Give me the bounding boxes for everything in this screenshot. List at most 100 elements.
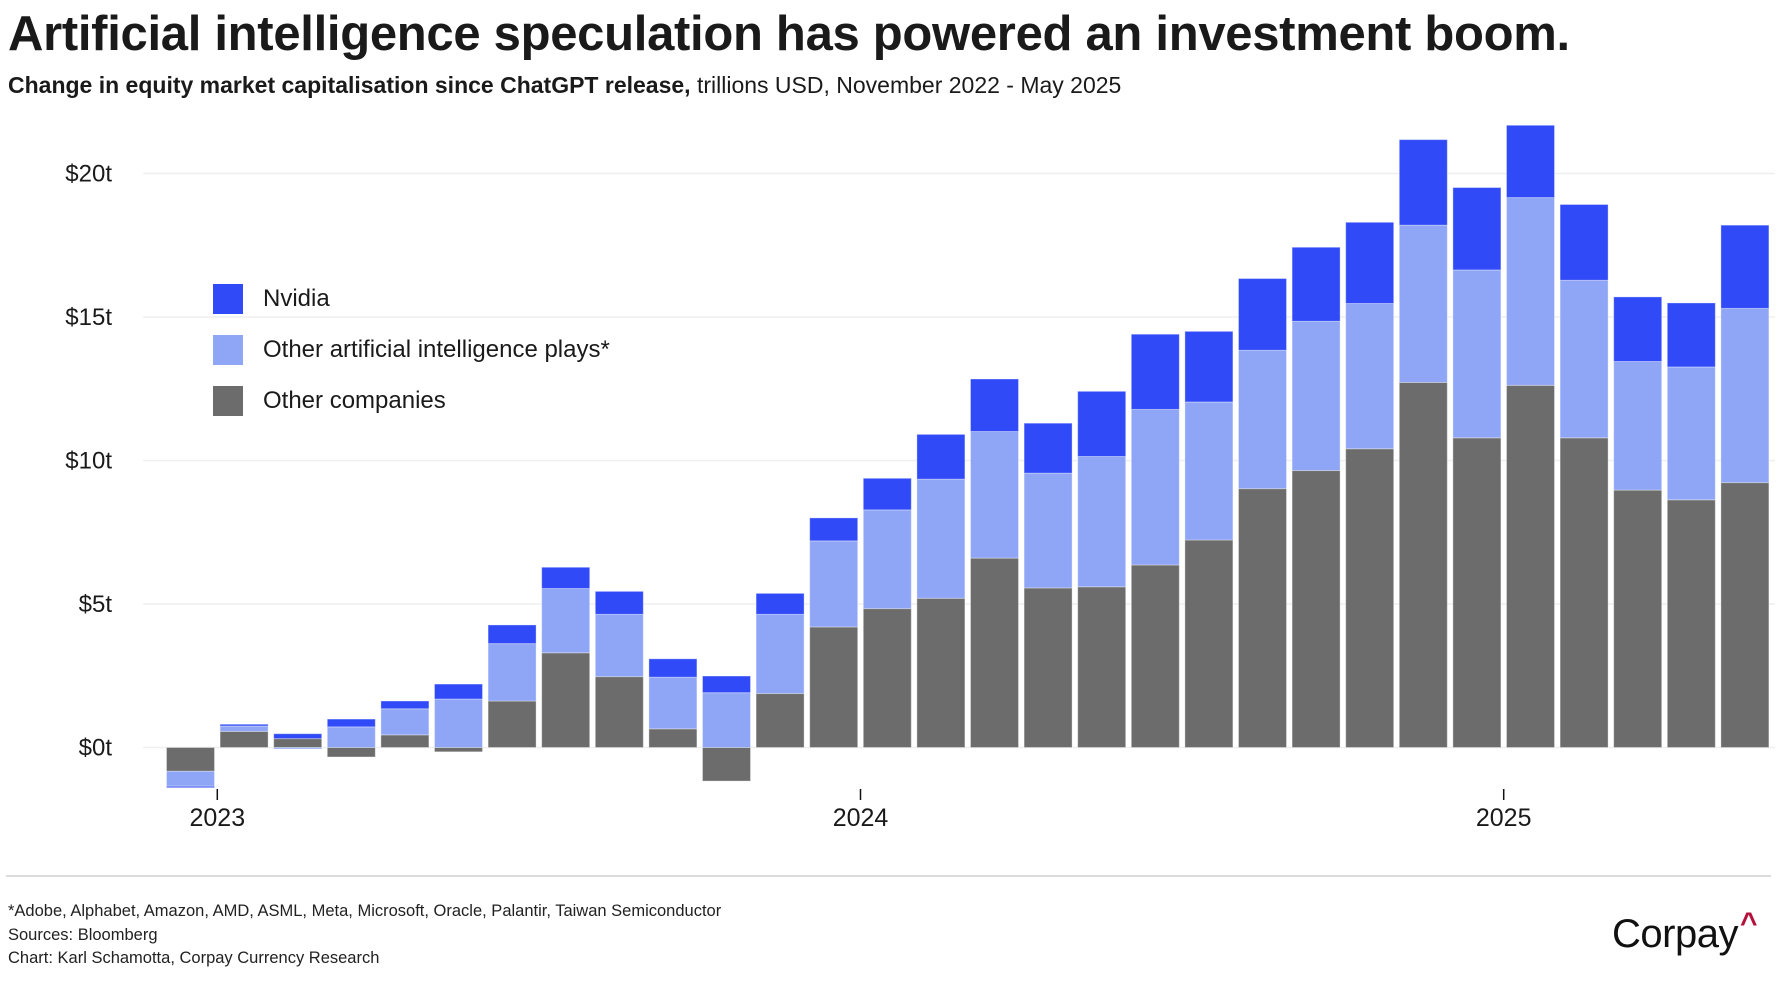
chart-title: Artificial intelligence speculation has … [8, 7, 1570, 61]
bar-segment-other-artificial-intelligence-plays [755, 613, 805, 695]
bar-stack [594, 590, 644, 749]
bar-stack [970, 378, 1019, 749]
legend-item-nvidia: Nvidia [213, 273, 610, 324]
y-axis-tick-labels: $0t $5t $10t $15t $20t [65, 161, 112, 762]
bar-segment-other-companies [1291, 470, 1341, 748]
bar-segment-nvidia [1130, 333, 1180, 410]
y-tick-label: $0t [79, 735, 113, 762]
bar-stack [1398, 139, 1448, 748]
bar-segment-other-artificial-intelligence-plays [1238, 349, 1287, 490]
bars [166, 124, 1770, 789]
stacked-bar-chart: $0t $5t $10t $15t $20t 2023 2024 2025 [65, 124, 1775, 832]
bar-segment-other-companies [809, 626, 859, 749]
legend-swatch-other-ai [213, 334, 243, 365]
legend: Nvidia Other artificial intelligence pla… [213, 273, 610, 426]
bar-segment-other-artificial-intelligence-plays [1184, 401, 1234, 541]
bar-segment-other-artificial-intelligence-plays [1345, 303, 1395, 450]
x-axis-ticks: 2023 2024 2025 [189, 789, 1532, 832]
bar-segment-other-companies [1238, 488, 1287, 748]
bar-segment-nvidia [1077, 390, 1127, 457]
bar-stack [1613, 296, 1663, 748]
bar-stack [1291, 246, 1341, 748]
bar-segment-other-companies [487, 700, 537, 748]
corpay-logo: Corpay^ [1612, 907, 1757, 957]
bar-segment-other-artificial-intelligence-plays [1666, 366, 1716, 501]
bar-segment-nvidia [648, 658, 698, 678]
bar-segment-nvidia [1613, 296, 1663, 362]
bar-segment-other-companies [1506, 384, 1555, 748]
bar-segment-nvidia [1452, 187, 1502, 271]
legend-swatch-nvidia [213, 283, 243, 314]
bar-stack [1452, 187, 1502, 748]
bar-segment-other-companies [1398, 381, 1448, 748]
bar-stack [1345, 221, 1395, 748]
bar-segment-nvidia [702, 675, 751, 694]
subtitle-rest: trillions USD, November 2022 - May 2025 [690, 72, 1122, 98]
bar-segment-nvidia [273, 733, 323, 740]
bar-stack [1559, 203, 1609, 748]
bar-segment-nvidia [1666, 302, 1716, 368]
bar-segment-nvidia [166, 785, 215, 789]
bar-segment-nvidia [380, 700, 430, 710]
bar-segment-other-artificial-intelligence-plays [219, 725, 269, 732]
bar-segment-other-companies [1345, 448, 1395, 748]
bar-segment-other-companies [1559, 437, 1609, 748]
bar-stack [1077, 390, 1127, 749]
bar-segment-other-companies [1184, 539, 1234, 749]
bar-stack [702, 675, 751, 782]
bar-segment-nvidia [541, 566, 591, 590]
bar-segment-other-artificial-intelligence-plays [1023, 472, 1073, 589]
footer-divider [6, 875, 1771, 877]
bar-segment-nvidia [970, 378, 1019, 433]
bar-segment-other-companies [1613, 489, 1663, 748]
bar-stack [380, 700, 430, 749]
gridlines [143, 172, 1775, 749]
bar-stack [166, 747, 215, 789]
legend-swatch-other-companies [213, 385, 243, 416]
legend-item-other-companies: Other companies [213, 375, 610, 426]
bar-segment-other-companies [273, 738, 323, 749]
chart-subtitle: Change in equity market capitalisation s… [8, 72, 1121, 99]
bar-stack [273, 733, 323, 750]
bar-stack [487, 624, 537, 748]
bar-segment-nvidia [1398, 139, 1448, 226]
bar-segment-other-artificial-intelligence-plays [970, 431, 1019, 559]
bar-segment-other-companies [1023, 587, 1073, 748]
bar-segment-other-companies [380, 734, 430, 749]
bar-segment-other-artificial-intelligence-plays [434, 698, 483, 749]
bar-stack [755, 592, 805, 749]
bar-segment-other-companies [1077, 586, 1127, 749]
bar-segment-other-artificial-intelligence-plays [702, 692, 751, 748]
bar-segment-nvidia [1023, 422, 1073, 474]
bar-segment-other-artificial-intelligence-plays [326, 726, 376, 748]
bar-stack [809, 517, 859, 749]
bar-segment-other-companies [970, 557, 1019, 749]
bar-segment-other-companies [219, 730, 269, 748]
bar-stack [1130, 333, 1180, 749]
bar-stack [648, 658, 698, 748]
bar-segment-nvidia [594, 590, 644, 615]
bar-segment-other-artificial-intelligence-plays [916, 478, 966, 599]
y-tick-label: $10t [65, 448, 112, 475]
bar-segment-other-companies [541, 652, 591, 748]
x-tick-label: 2024 [833, 804, 889, 832]
legend-label-other-ai: Other artificial intelligence plays* [263, 335, 610, 363]
bar-segment-other-artificial-intelligence-plays [1398, 224, 1448, 383]
bar-segment-other-artificial-intelligence-plays [1559, 279, 1609, 439]
bar-segment-other-artificial-intelligence-plays [648, 676, 698, 730]
bar-segment-nvidia [755, 592, 805, 615]
bar-stack [1506, 124, 1555, 748]
bar-segment-other-companies [166, 747, 215, 772]
bar-stack [1238, 278, 1287, 748]
bar-segment-other-artificial-intelligence-plays [487, 643, 537, 702]
bar-segment-other-companies [648, 728, 698, 748]
bar-stack [1666, 302, 1716, 748]
x-tick-label: 2025 [1476, 804, 1532, 832]
bar-segment-other-artificial-intelligence-plays [809, 540, 859, 628]
bar-segment-nvidia [219, 723, 269, 727]
subtitle-lead: Change in equity market capitalisation s… [8, 72, 691, 98]
bar-stack [1184, 330, 1234, 749]
bar-segment-other-companies [862, 608, 912, 748]
bar-stack [916, 433, 966, 749]
bar-segment-other-artificial-intelligence-plays [1130, 408, 1180, 566]
